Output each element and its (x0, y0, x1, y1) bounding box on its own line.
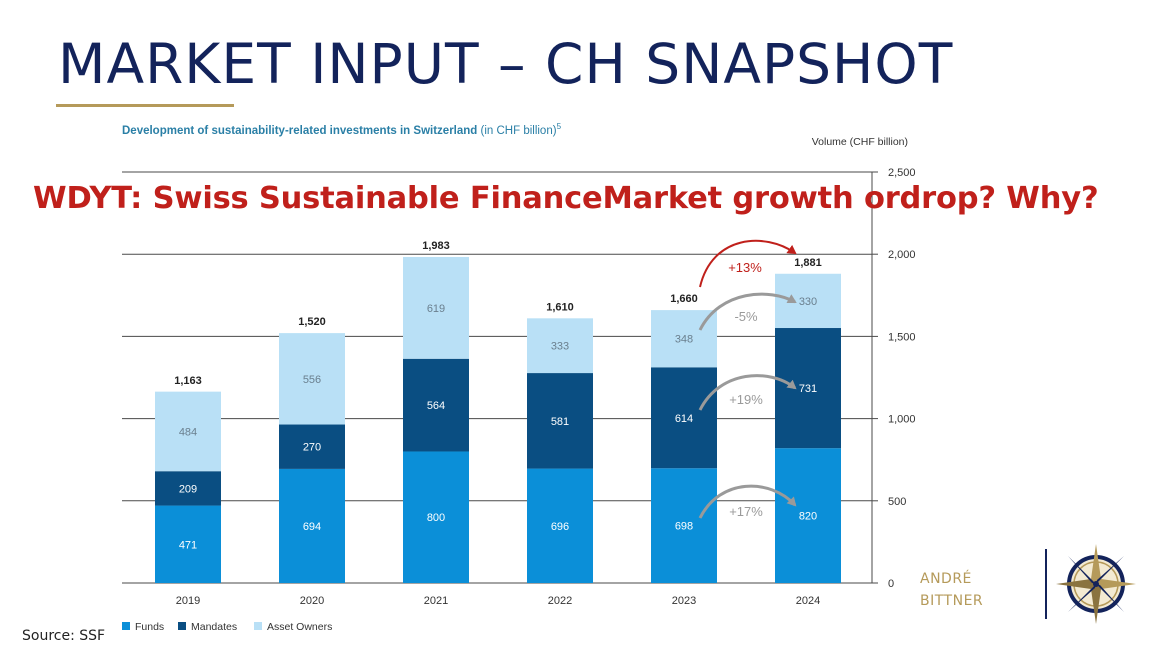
y-tick-label: 500 (888, 496, 906, 508)
x-tick-label-2022: 2022 (548, 595, 572, 607)
bar-value-label: 330 (799, 296, 817, 308)
bar-funds-2023 (651, 468, 717, 583)
bar-value-label: 800 (427, 512, 445, 524)
bar-value-label: 348 (675, 334, 693, 346)
x-tick-label-2020: 2020 (300, 595, 324, 607)
growth-label: -5% (734, 309, 758, 324)
bar-asset-owners-2019 (155, 391, 221, 472)
legend-swatch-funds (122, 622, 130, 630)
chart-title-main: Development of sustainability-related in… (122, 124, 478, 137)
growth-label: +13% (728, 260, 762, 275)
y-tick-label: 1,000 (888, 414, 916, 426)
bar-mandates-2021 (403, 358, 469, 452)
bar-asset-owners-2024 (775, 273, 841, 329)
growth-arrow (699, 239, 797, 288)
growth-arrow (698, 484, 797, 519)
y-tick-label: 2,000 (888, 249, 916, 261)
bar-mandates-2019 (155, 471, 221, 506)
x-tick-label-2024: 2024 (796, 595, 820, 607)
bar-value-label: 209 (179, 483, 197, 495)
source-note: Source: SSF (22, 628, 106, 644)
bar-mandates-2023 (651, 367, 717, 469)
bar-value-label: 471 (179, 539, 197, 551)
bar-asset-owners-2022 (527, 318, 593, 374)
x-tick-label-2021: 2021 (424, 595, 448, 607)
bar-mandates-2024 (775, 328, 841, 449)
legend-label: Mandates (191, 621, 237, 633)
bar-value-label: 820 (799, 511, 817, 523)
x-tick-label-2019: 2019 (176, 595, 200, 607)
bar-value-label: 694 (303, 521, 321, 533)
bar-value-label: 619 (427, 303, 445, 315)
bar-value-label: 581 (551, 416, 569, 428)
compass-rose-icon (1056, 544, 1136, 624)
total-label-2019: 1,163 (174, 375, 202, 387)
total-label-2023: 1,660 (670, 293, 698, 305)
legend-swatch-asset-owners (254, 622, 262, 630)
x-tick-label-2023: 2023 (672, 595, 696, 607)
chart-title: Development of sustainability-related in… (122, 122, 561, 137)
slide-title: MARKET INPUT – CH SNAPSHOT (58, 32, 954, 96)
total-label-2020: 1,520 (298, 316, 326, 328)
y-axis-label: Volume (CHF billion) (812, 136, 908, 148)
legend-label: Asset Owners (267, 621, 332, 633)
chart-title-footnote: 5 (556, 122, 562, 131)
bar-funds-2019 (155, 505, 221, 583)
y-tick-label: 0 (888, 578, 894, 590)
growth-label: +19% (729, 392, 763, 407)
chart-title-unit: (in CHF billion) (477, 124, 557, 137)
bar-value-label: 614 (675, 413, 693, 425)
total-label-2024: 1,881 (794, 257, 822, 269)
bar-asset-owners-2020 (279, 333, 345, 425)
bar-value-label: 564 (427, 400, 445, 412)
bar-value-label: 270 (303, 442, 321, 454)
y-tick-label: 2,500 (888, 167, 916, 179)
bar-funds-2024 (775, 448, 841, 583)
title-underline (56, 104, 234, 107)
logo-text-first: ANDRÉ (920, 571, 972, 587)
bar-value-label: 484 (179, 426, 197, 438)
logo-divider (1045, 549, 1047, 619)
bar-funds-2022 (527, 468, 593, 583)
bar-value-label: 731 (799, 383, 817, 395)
growth-label: +17% (729, 504, 763, 519)
bar-mandates-2022 (527, 373, 593, 469)
bar-funds-2021 (403, 451, 469, 583)
growth-arrow (698, 292, 797, 331)
bar-asset-owners-2021 (403, 256, 469, 359)
y-tick-label: 1,500 (888, 331, 916, 343)
bar-value-label: 556 (303, 374, 321, 386)
bar-funds-2020 (279, 468, 345, 583)
total-label-2021: 1,983 (422, 240, 450, 252)
bar-value-label: 333 (551, 341, 569, 353)
logo-text-last: BITTNER (920, 593, 984, 609)
legend-swatch-mandates (178, 622, 186, 630)
growth-arrow (698, 374, 797, 411)
bar-value-label: 698 (675, 521, 693, 533)
total-label-2022: 1,610 (546, 301, 574, 313)
overlay-question: WDYT: Swiss Sustainable FinanceMarket gr… (33, 181, 1099, 216)
bar-value-label: 696 (551, 521, 569, 533)
bar-mandates-2020 (279, 424, 345, 469)
legend-label: Funds (135, 621, 164, 633)
